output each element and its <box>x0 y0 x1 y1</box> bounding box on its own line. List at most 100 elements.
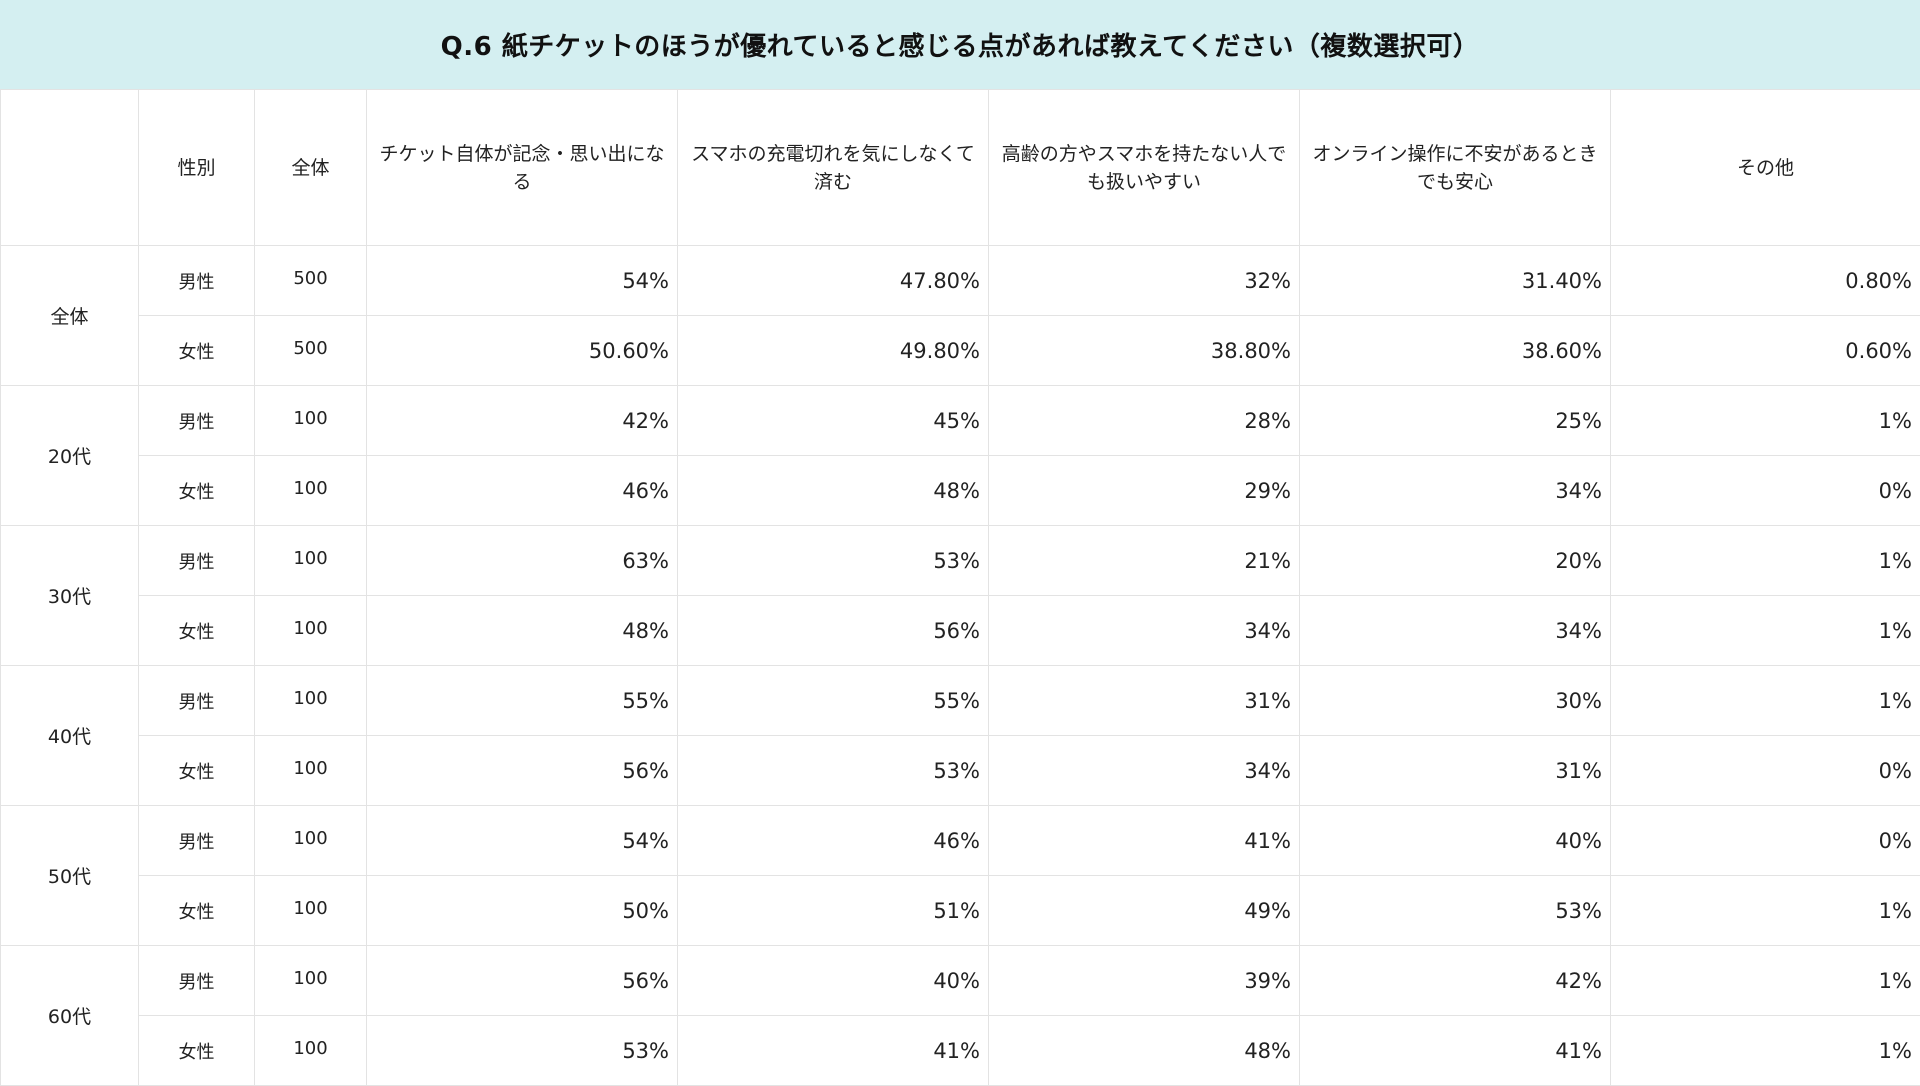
percentage-cell: 32% <box>989 246 1300 316</box>
percentage-cell: 53% <box>1300 876 1611 946</box>
percentage-cell: 40% <box>678 946 989 1016</box>
percentage-cell: 28% <box>989 386 1300 456</box>
percentage-cell: 48% <box>367 596 678 666</box>
percentage-cell: 56% <box>367 946 678 1016</box>
percentage-cell: 56% <box>678 596 989 666</box>
group-label: 50代 <box>1 806 139 946</box>
sex-cell: 男性 <box>139 526 255 596</box>
percentage-cell: 0.60% <box>1611 316 1920 386</box>
percentage-cell: 0% <box>1611 736 1920 806</box>
percentage-cell: 1% <box>1611 386 1920 456</box>
header-sex: 性別 <box>139 90 255 246</box>
percentage-cell: 46% <box>678 806 989 876</box>
percentage-cell: 20% <box>1300 526 1611 596</box>
sample-size-cell: 500 <box>255 316 367 386</box>
sex-cell: 女性 <box>139 736 255 806</box>
sample-size-cell: 100 <box>255 666 367 736</box>
percentage-cell: 42% <box>1300 946 1611 1016</box>
percentage-cell: 1% <box>1611 1016 1920 1086</box>
percentage-cell: 53% <box>678 736 989 806</box>
sample-size-cell: 500 <box>255 246 367 316</box>
header-group <box>1 90 139 246</box>
percentage-cell: 29% <box>989 456 1300 526</box>
percentage-cell: 0% <box>1611 806 1920 876</box>
percentage-cell: 48% <box>678 456 989 526</box>
sample-size-cell: 100 <box>255 736 367 806</box>
percentage-cell: 1% <box>1611 596 1920 666</box>
sample-size-cell: 100 <box>255 876 367 946</box>
group-label: 60代 <box>1 946 139 1086</box>
sex-cell: 男性 <box>139 946 255 1016</box>
sample-size-cell: 100 <box>255 1016 367 1086</box>
percentage-cell: 53% <box>367 1016 678 1086</box>
sample-size-cell: 100 <box>255 386 367 456</box>
percentage-cell: 34% <box>1300 596 1611 666</box>
percentage-cell: 41% <box>678 1016 989 1086</box>
header-answer-other: その他 <box>1611 90 1920 246</box>
percentage-cell: 25% <box>1300 386 1611 456</box>
sex-cell: 女性 <box>139 596 255 666</box>
percentage-cell: 1% <box>1611 526 1920 596</box>
percentage-cell: 38.60% <box>1300 316 1611 386</box>
percentage-cell: 41% <box>1300 1016 1611 1086</box>
percentage-cell: 42% <box>367 386 678 456</box>
percentage-cell: 49.80% <box>678 316 989 386</box>
sample-size-cell: 100 <box>255 596 367 666</box>
percentage-cell: 41% <box>989 806 1300 876</box>
percentage-cell: 21% <box>989 526 1300 596</box>
percentage-cell: 50% <box>367 876 678 946</box>
percentage-cell: 31.40% <box>1300 246 1611 316</box>
group-label: 全体 <box>1 246 139 386</box>
sex-cell: 男性 <box>139 246 255 316</box>
percentage-cell: 50.60% <box>367 316 678 386</box>
percentage-cell: 54% <box>367 246 678 316</box>
percentage-cell: 31% <box>989 666 1300 736</box>
group-label: 40代 <box>1 666 139 806</box>
sex-cell: 女性 <box>139 876 255 946</box>
header-answer-battery: スマホの充電切れを気にしなくて済む <box>678 90 989 246</box>
percentage-cell: 1% <box>1611 946 1920 1016</box>
sex-cell: 男性 <box>139 666 255 736</box>
sex-cell: 男性 <box>139 386 255 456</box>
sex-cell: 女性 <box>139 456 255 526</box>
percentage-cell: 53% <box>678 526 989 596</box>
sex-cell: 男性 <box>139 806 255 876</box>
header-total: 全体 <box>255 90 367 246</box>
percentage-cell: 47.80% <box>678 246 989 316</box>
percentage-cell: 54% <box>367 806 678 876</box>
header-row: 性別 全体 チケット自体が記念・思い出になる スマホの充電切れを気にしなくて済む… <box>1 90 1920 246</box>
percentage-cell: 45% <box>678 386 989 456</box>
percentage-cell: 34% <box>989 736 1300 806</box>
percentage-cell: 1% <box>1611 876 1920 946</box>
group-label: 20代 <box>1 386 139 526</box>
percentage-cell: 0% <box>1611 456 1920 526</box>
percentage-cell: 55% <box>678 666 989 736</box>
percentage-cell: 39% <box>989 946 1300 1016</box>
percentage-cell: 34% <box>989 596 1300 666</box>
title-bar: Q.6 紙チケットのほうが優れていると感じる点があれば教えてください（複数選択可… <box>0 0 1920 90</box>
percentage-cell: 34% <box>1300 456 1611 526</box>
sex-cell: 女性 <box>139 1016 255 1086</box>
percentage-cell: 1% <box>1611 666 1920 736</box>
percentage-cell: 38.80% <box>989 316 1300 386</box>
percentage-cell: 31% <box>1300 736 1611 806</box>
group-label: 30代 <box>1 526 139 666</box>
results-table: 性別 全体 チケット自体が記念・思い出になる スマホの充電切れを気にしなくて済む… <box>0 89 1920 1086</box>
sample-size-cell: 100 <box>255 456 367 526</box>
percentage-cell: 40% <box>1300 806 1611 876</box>
sample-size-cell: 100 <box>255 946 367 1016</box>
header-answer-elderly: 高齢の方やスマホを持たない人でも扱いやすい <box>989 90 1300 246</box>
sex-cell: 女性 <box>139 316 255 386</box>
